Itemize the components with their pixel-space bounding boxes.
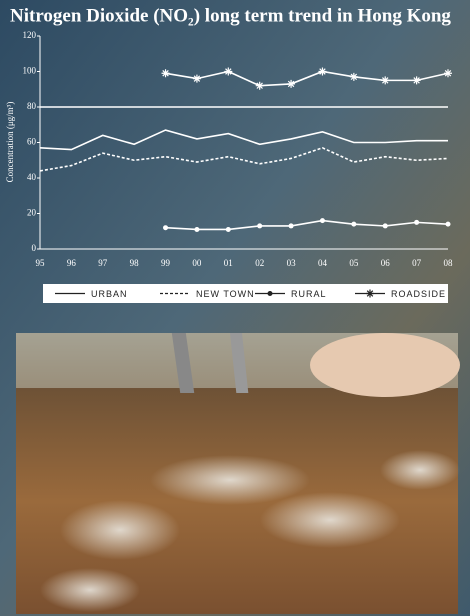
x-tick-label: 97 <box>98 258 108 268</box>
point <box>288 223 294 229</box>
y-tick-label: 0 <box>32 243 37 253</box>
series-line <box>165 70 449 87</box>
point <box>382 223 388 229</box>
y-tick-label: 120 <box>23 30 37 40</box>
x-tick-label: 96 <box>67 258 77 268</box>
x-tick-label: 00 <box>192 258 202 268</box>
series-line <box>165 219 449 231</box>
x-tick-label: 99 <box>161 258 171 268</box>
legend-label: ROADSIDE <box>391 289 446 299</box>
point <box>318 67 327 76</box>
y-tick-label: 20 <box>27 208 37 218</box>
point <box>161 69 170 78</box>
y-tick-label: 60 <box>27 137 37 147</box>
x-tick-label: 03 <box>287 258 297 268</box>
legend: URBAN NEW TOWN RURAL ROADSIDE <box>55 289 446 299</box>
point <box>287 79 296 88</box>
point <box>412 76 421 85</box>
x-tick-label: 06 <box>381 258 391 268</box>
chart-title: Nitrogen Dioxide (NO₂) long term trend i… <box>10 5 451 26</box>
point <box>267 291 273 296</box>
series-line <box>39 129 448 151</box>
y-tick-label: 80 <box>27 101 37 111</box>
point <box>366 289 374 298</box>
x-tick-label: 07 <box>412 258 422 268</box>
point <box>445 221 451 227</box>
x-tick-label: 01 <box>224 258 233 268</box>
point <box>351 221 357 227</box>
legend-box <box>43 284 448 303</box>
x-tick-label: 98 <box>130 258 140 268</box>
x-tick-label: 04 <box>318 258 328 268</box>
legend-label: RURAL <box>291 289 327 299</box>
point <box>319 218 325 224</box>
legend-label: URBAN <box>91 289 128 299</box>
y-tick-label: 100 <box>23 66 37 76</box>
x-tick-label: 08 <box>444 258 454 268</box>
x-tick-label: 02 <box>255 258 264 268</box>
point <box>257 223 263 229</box>
series-line <box>39 146 449 172</box>
point <box>225 226 231 232</box>
photo-details <box>16 333 460 612</box>
point <box>349 72 358 81</box>
legend-label: NEW TOWN <box>196 289 255 299</box>
point <box>194 226 200 232</box>
x-tick-label: 05 <box>349 258 359 268</box>
x-tick-label: 95 <box>36 258 46 268</box>
point <box>255 81 264 90</box>
point <box>414 219 420 225</box>
point <box>444 69 452 78</box>
point <box>224 67 233 76</box>
point <box>381 76 390 85</box>
point <box>192 74 201 83</box>
y-tick-label: 40 <box>27 172 37 182</box>
point <box>163 225 169 231</box>
y-axis-label: Concentration (μg/m³) <box>5 102 15 183</box>
